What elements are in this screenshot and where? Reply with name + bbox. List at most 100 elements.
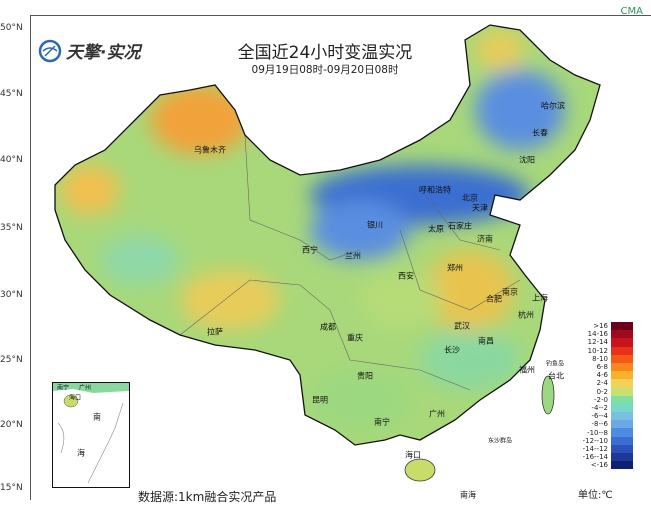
city-label: 石家庄 [448, 221, 472, 231]
lat-tick: 50°N [0, 23, 23, 33]
legend-label: 0-2 [596, 387, 608, 396]
city-label: 银川 [367, 220, 383, 230]
south-china-sea-inset: 南宁 广州 海口 南 海 [52, 382, 130, 488]
legend-label: 2-4 [596, 379, 608, 388]
city-label: 西宁 [302, 245, 318, 255]
city-label: 杭州 [518, 310, 534, 320]
city-label: 海口 [405, 450, 421, 460]
legend-item: 8-10 [566, 354, 633, 363]
legend-label: <-16 [590, 461, 608, 470]
city-label: 北京 [462, 193, 478, 203]
legend-swatch [611, 362, 633, 372]
legend-swatch [611, 322, 633, 331]
map-subtitle: 09月19日08时-09月20日08时 [251, 64, 399, 76]
legend-label: -16--14 [582, 453, 608, 462]
legend-item: 4-6 [566, 371, 633, 380]
city-label: 沈阳 [519, 155, 535, 165]
legend-label: >16 [593, 322, 608, 331]
legend-swatch [611, 371, 633, 380]
legend-label: -8--6 [591, 420, 609, 429]
city-label: 西安 [398, 271, 414, 281]
city-label: 南海 [460, 490, 476, 500]
city-label: 上海 [532, 293, 548, 303]
city-label: 昆明 [312, 395, 328, 405]
city-label: 武汉 [454, 321, 470, 331]
legend-label: 10-12 [587, 346, 608, 355]
legend-swatch [611, 346, 633, 355]
legend-item: -12--10 [566, 436, 633, 445]
legend-label: 4-6 [596, 371, 608, 380]
legend-item: -2-0 [566, 395, 633, 404]
lat-tick: 35°N [0, 223, 23, 233]
city-label: 长沙 [444, 345, 460, 355]
legend-label: 8-10 [592, 354, 608, 363]
legend-item: -14--12 [566, 444, 633, 453]
legend-item: 14-16 [566, 330, 633, 339]
legend-swatch [611, 420, 633, 429]
lat-tick: 45°N [0, 89, 23, 99]
logo: 天擎·实况 [38, 38, 140, 63]
city-label: 合肥 [486, 294, 502, 304]
legend-label: -14--12 [582, 444, 608, 453]
inset-map [53, 383, 129, 484]
legend-swatch [611, 338, 633, 347]
data-source: 数据源:1km融合实况产品 [138, 490, 277, 504]
legend-item: 6-8 [566, 362, 633, 372]
city-label: 南宁 [374, 417, 390, 427]
map-frame-top [30, 15, 651, 16]
legend-item: >16 [566, 322, 633, 331]
legend-unit: 单位:℃ [578, 490, 613, 501]
legend-swatch [611, 412, 633, 421]
lat-tick: 30°N [0, 290, 23, 300]
city-label: 南京 [502, 287, 518, 297]
legend-label: -10--8 [587, 428, 608, 437]
legend-item: 12-14 [566, 338, 633, 347]
legend-label: 6-8 [596, 363, 608, 372]
legend-label: -6--4 [591, 412, 609, 421]
city-label: 重庆 [347, 333, 363, 343]
city-label: 乌鲁木齐 [194, 145, 226, 155]
map-title: 全国近24小时变温实况 [237, 43, 413, 63]
legend-item: -4--2 [566, 403, 633, 413]
inset-label: 广州 [78, 384, 92, 392]
legend-label: -2-0 [594, 395, 608, 404]
color-legend: >16 14-16 12-14 10-12 8-10 6-8 4-6 2-4 0-2 -2-0 -4… [566, 322, 633, 470]
inset-label: 海 [77, 448, 85, 458]
legend-item: -16--14 [566, 453, 633, 462]
city-label: 兰州 [345, 251, 361, 261]
legend-swatch [611, 428, 633, 437]
legend-swatch [611, 387, 633, 396]
legend-swatch [611, 403, 633, 413]
city-label: 长春 [532, 128, 548, 138]
legend-swatch [611, 461, 633, 470]
city-label: 东沙群岛 [487, 437, 513, 445]
city-label: 钓鱼岛 [545, 360, 565, 368]
legend-swatch [611, 354, 633, 363]
lat-tick: 20°N [0, 420, 23, 430]
city-label: 拉萨 [207, 327, 223, 337]
logo-text: 天擎·实况 [66, 43, 141, 63]
city-label: 济南 [477, 234, 493, 244]
legend-label: 14-16 [587, 330, 608, 339]
legend-swatch [611, 395, 633, 404]
city-label: 天津 [472, 203, 488, 213]
city-label: 福州 [519, 365, 535, 375]
inset-label: 南 [93, 412, 101, 422]
city-label: 台北 [548, 371, 564, 381]
lat-tick: 25°N [0, 355, 23, 365]
legend-swatch [611, 379, 633, 388]
city-label: 哈尔滨 [541, 101, 565, 111]
legend-item: 0-2 [566, 387, 633, 396]
cma-brand: CMA [620, 6, 643, 17]
legend-swatch [611, 436, 633, 445]
city-label: 呼和浩特 [419, 185, 451, 195]
legend-swatch [611, 444, 633, 453]
legend-label: -12--10 [582, 436, 608, 445]
city-label: 广州 [429, 409, 445, 419]
city-label: 郑州 [447, 263, 463, 273]
inset-label: 海口 [68, 394, 82, 402]
legend-item: 2-4 [566, 379, 633, 388]
legend-item: <-16 [566, 461, 633, 470]
lat-tick: 15°N [0, 483, 23, 493]
